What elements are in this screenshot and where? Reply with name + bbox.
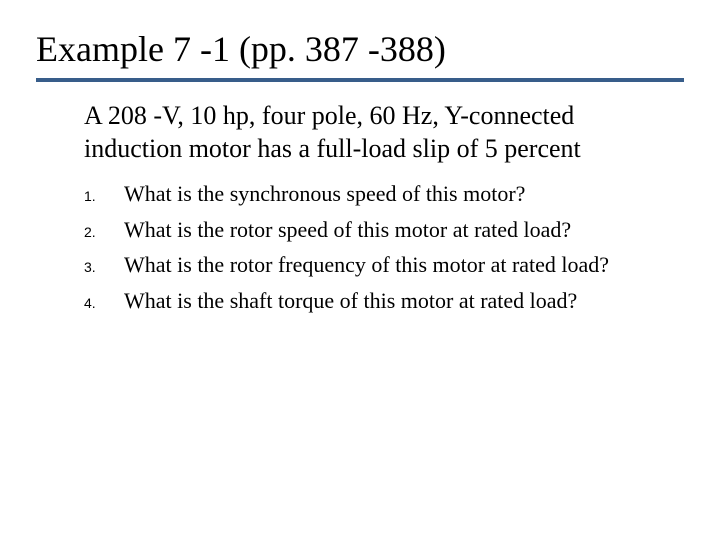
list-item: 4. What is the shaft torque of this moto… [84, 286, 684, 316]
list-number: 2. [84, 224, 124, 240]
list-number: 1. [84, 188, 124, 204]
list-text: What is the rotor speed of this motor at… [124, 215, 571, 245]
list-text: What is the shaft torque of this motor a… [124, 286, 577, 316]
list-number: 3. [84, 259, 124, 275]
list-text: What is the rotor frequency of this moto… [124, 250, 609, 280]
list-item: 2. What is the rotor speed of this motor… [84, 215, 684, 245]
slide: Example 7 -1 (pp. 387 -388) A 208 -V, 10… [0, 0, 720, 540]
question-list: 1. What is the synchronous speed of this… [36, 179, 684, 316]
list-text: What is the synchronous speed of this mo… [124, 179, 525, 209]
slide-title: Example 7 -1 (pp. 387 -388) [36, 28, 684, 78]
list-item: 3. What is the rotor frequency of this m… [84, 250, 684, 280]
list-number: 4. [84, 295, 124, 311]
intro-paragraph: A 208 -V, 10 hp, four pole, 60 Hz, Y-con… [36, 100, 684, 165]
title-underline [36, 78, 684, 82]
list-item: 1. What is the synchronous speed of this… [84, 179, 684, 209]
